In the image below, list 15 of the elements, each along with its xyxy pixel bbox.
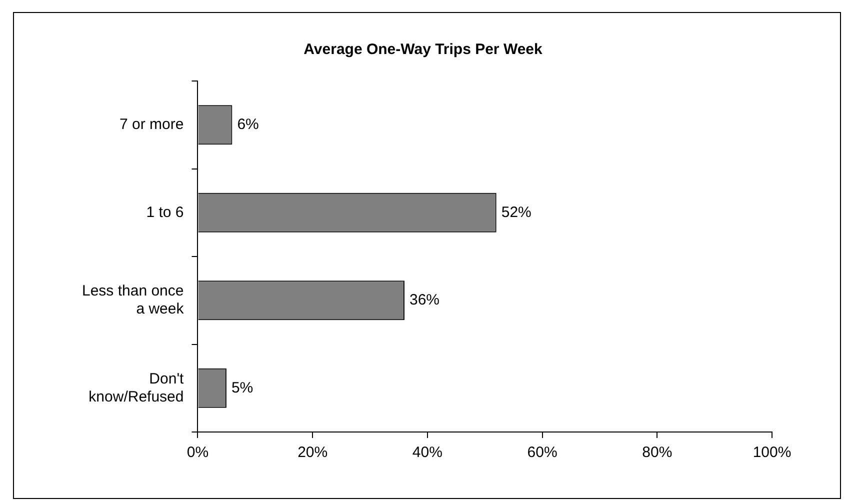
x-tick-label: 40%	[412, 444, 442, 462]
x-tick-label: 20%	[298, 444, 328, 462]
x-tick-label: 60%	[527, 444, 558, 462]
y-tick-label: 1 to 6	[146, 204, 184, 221]
x-tick-label: 80%	[642, 444, 672, 462]
data-label: 6%	[237, 116, 259, 134]
chart-title: Average One-Way Trips Per Week	[304, 41, 544, 58]
x-tick-label: 100%	[752, 444, 792, 462]
x-tick-label: 0%	[186, 444, 209, 462]
y-tick-label: 7 or more	[120, 116, 184, 134]
data-label: 5%	[231, 379, 254, 396]
y-tick-label: Less than once a week	[82, 282, 184, 318]
y-tick-label: Don't know/Refused	[88, 370, 185, 406]
data-label: 36%	[409, 292, 440, 309]
data-label: 52%	[501, 204, 532, 221]
